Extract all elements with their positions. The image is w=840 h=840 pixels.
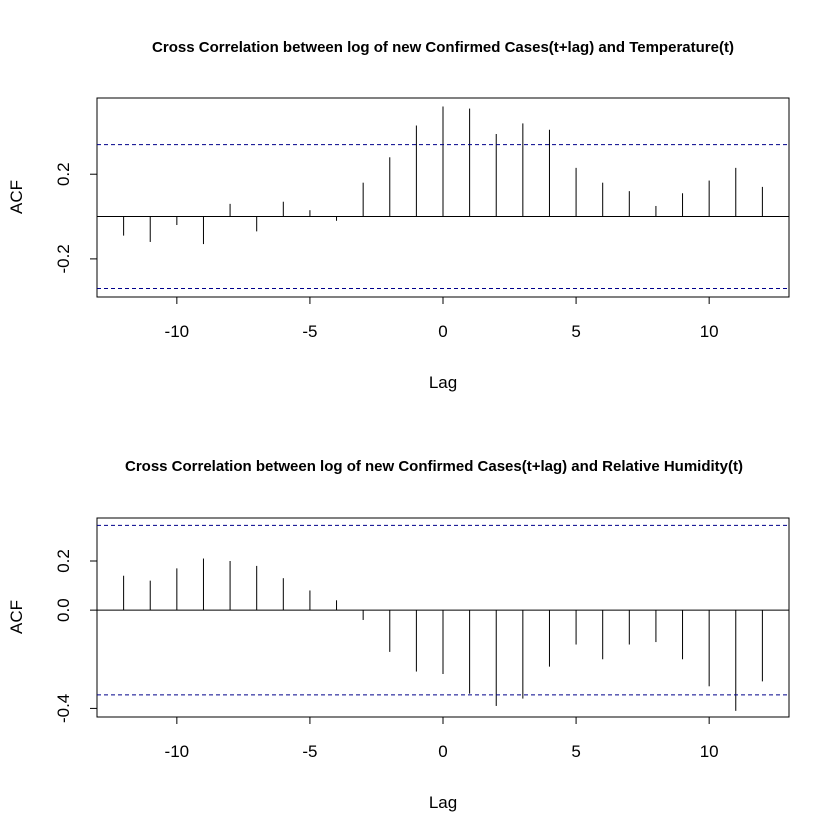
y-tick-label: 0.2 (54, 549, 73, 573)
y-tick-label: -0.2 (54, 244, 73, 273)
x-tick-label: -5 (302, 742, 317, 761)
x-axis-label: Lag (429, 793, 457, 812)
y-tick-label: 0.2 (54, 162, 73, 186)
x-tick-label: -10 (165, 742, 190, 761)
chart-title: Cross Correlation between log of new Con… (125, 458, 743, 475)
y-axis-label: ACF (7, 180, 26, 214)
x-axis: -10 -5 0 5 10 (165, 717, 719, 761)
y-axis: -0.2 0.2 (54, 162, 97, 274)
series-bars (97, 558, 789, 711)
confidence-bounds (97, 144, 789, 290)
y-axis: -0.4 0.0 0.2 (54, 549, 97, 723)
x-tick-label: 10 (700, 322, 719, 341)
series-bars (97, 106, 789, 245)
x-tick-label: 0 (438, 322, 447, 341)
y-tick-label: -0.4 (54, 694, 73, 723)
x-tick-label: 0 (438, 742, 447, 761)
y-tick-label: 0.0 (54, 598, 73, 622)
x-tick-label: 10 (700, 742, 719, 761)
x-axis: -10 -5 0 5 10 (165, 297, 719, 341)
chart-panel-temperature: Cross Correlation between log of new Con… (7, 39, 790, 392)
x-tick-label: -5 (302, 322, 317, 341)
y-axis-label: ACF (7, 600, 26, 634)
chart-panel-humidity: Cross Correlation between log of new Con… (7, 458, 790, 812)
x-tick-label: -10 (165, 322, 190, 341)
x-axis-label: Lag (429, 373, 457, 392)
x-tick-label: 5 (571, 322, 580, 341)
x-tick-label: 5 (571, 742, 580, 761)
chart-title: Cross Correlation between log of new Con… (152, 39, 734, 56)
confidence-bounds (97, 524, 789, 696)
